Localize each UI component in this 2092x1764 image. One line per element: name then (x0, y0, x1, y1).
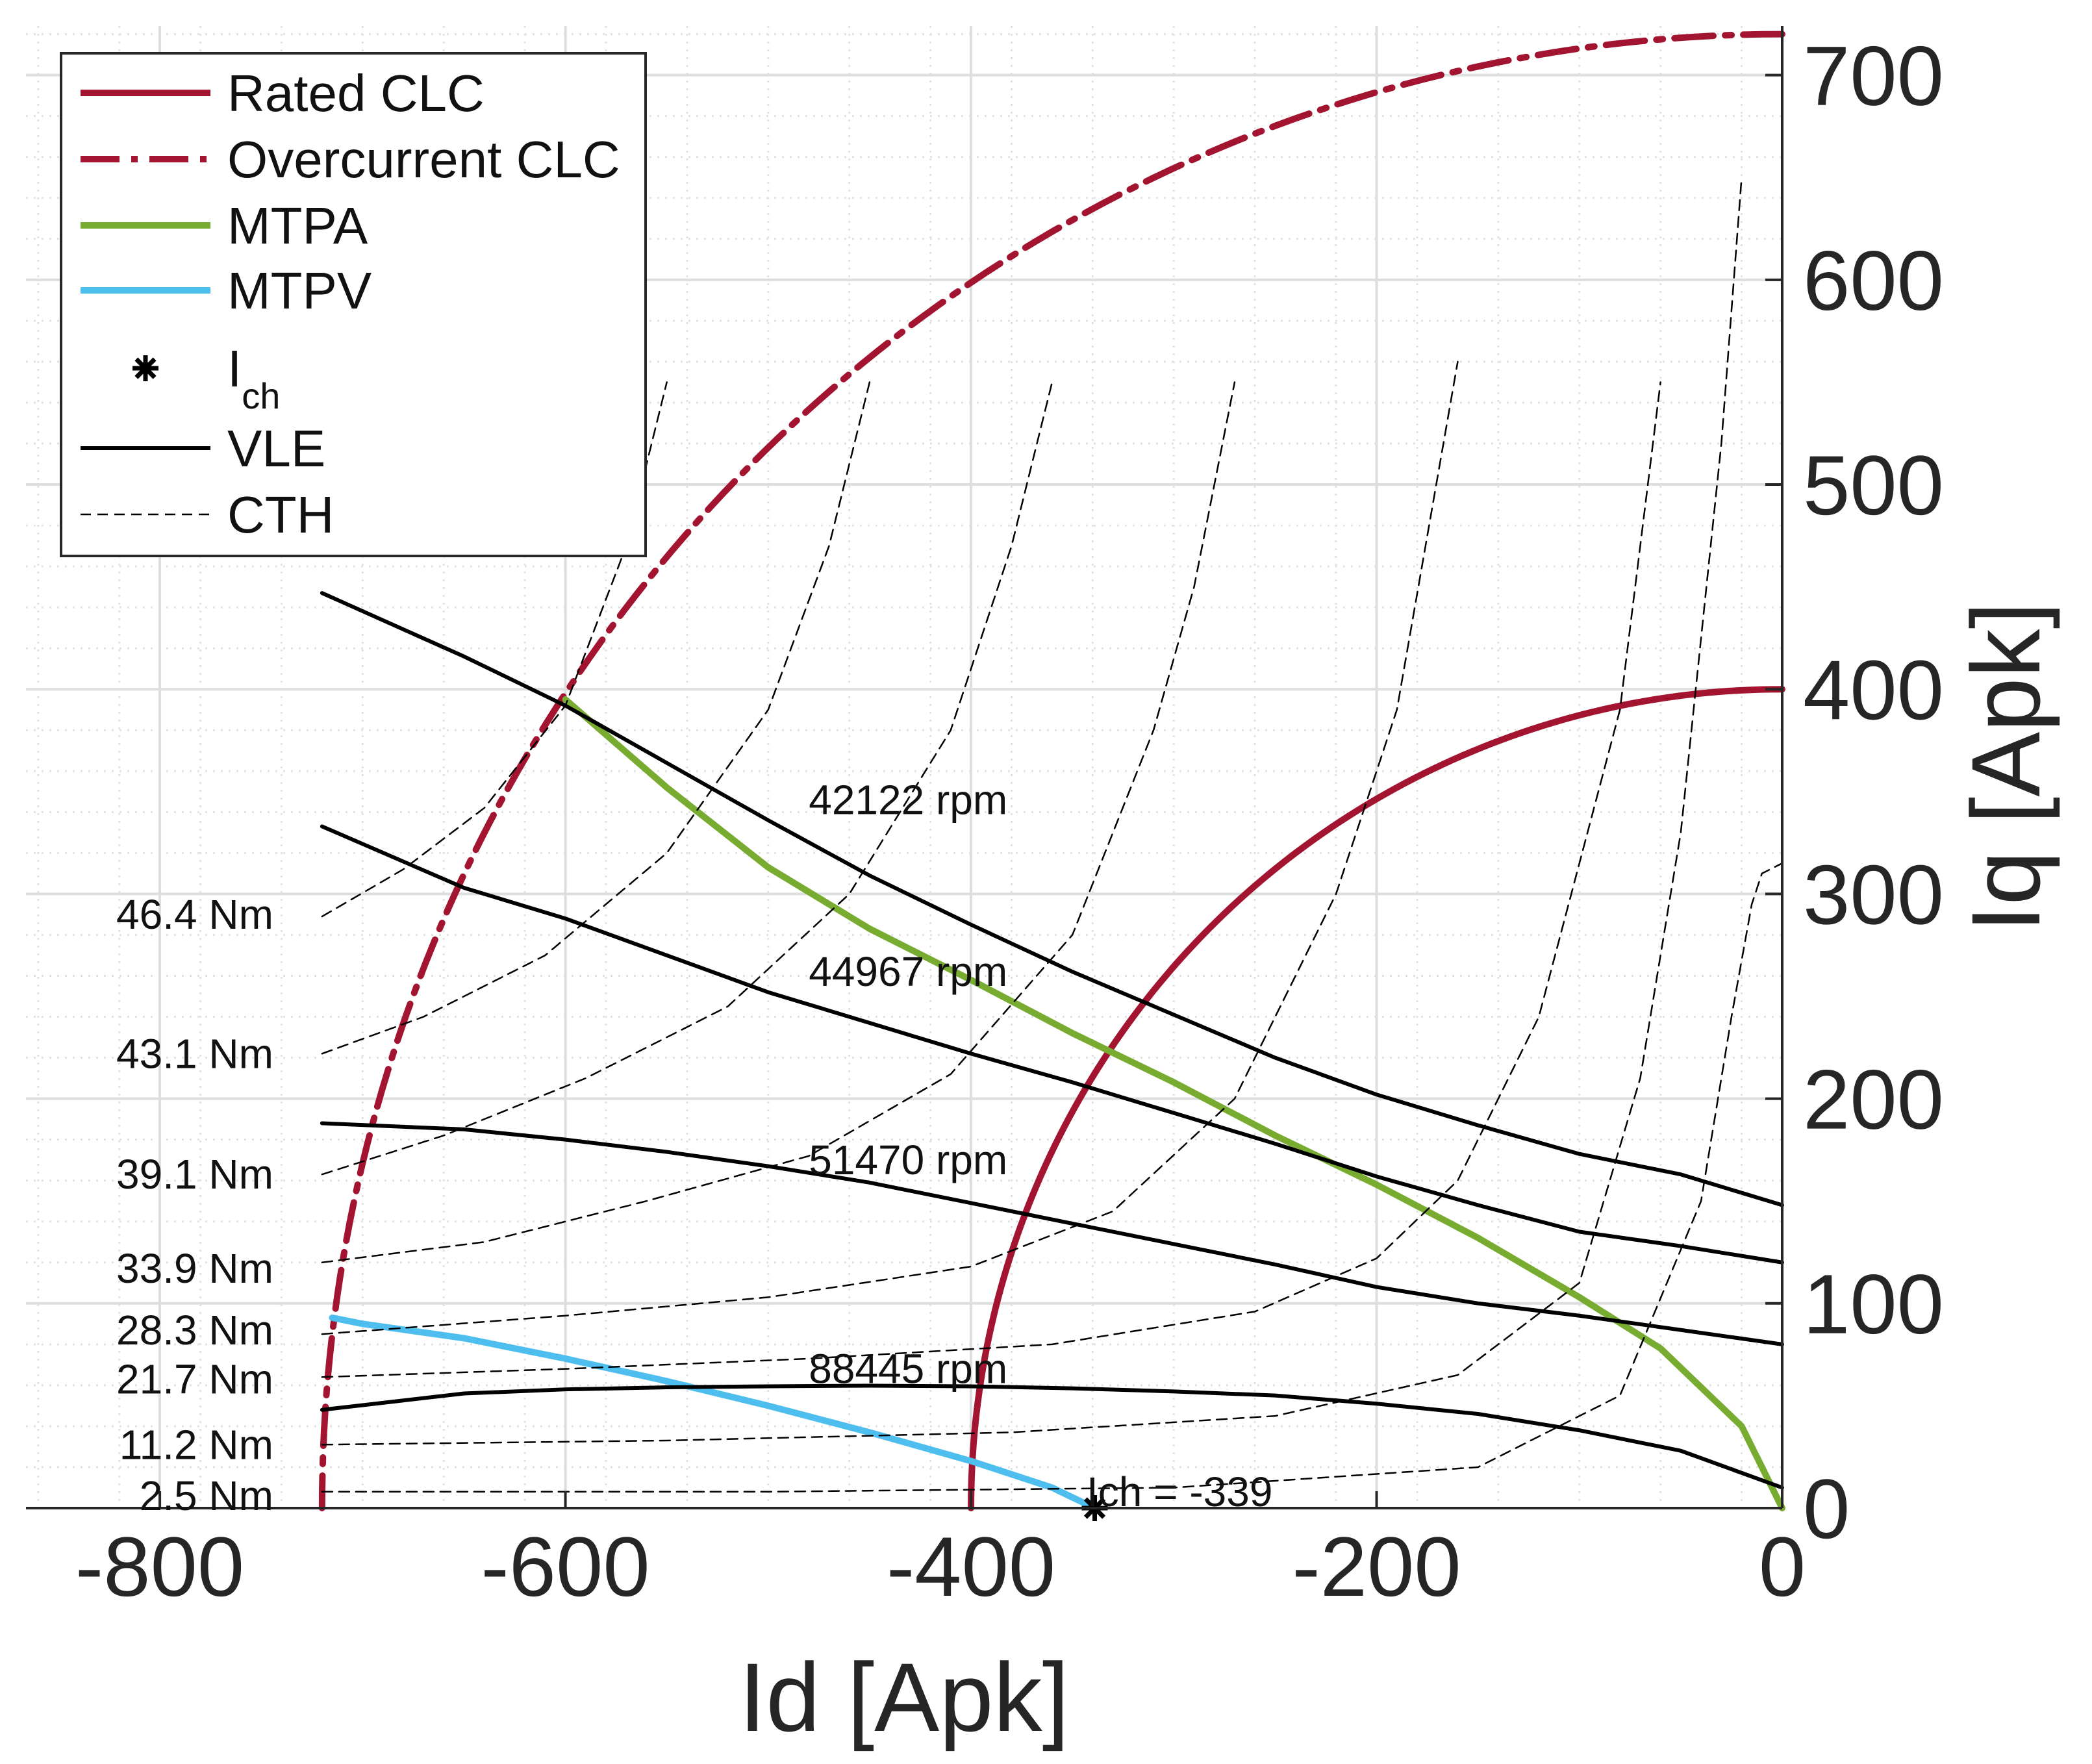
annotation-44967-rpm: 44967 rpm (809, 948, 1007, 995)
legend-label-rated-clc: Rated CLC (227, 64, 485, 122)
annotation-21-7-nm: 21.7 Nm (116, 1355, 273, 1402)
vle-44967-rpm-curve (320, 824, 1784, 1265)
y-tick-label: 300 (1803, 847, 1944, 942)
major-grid (26, 26, 1783, 1509)
vle-42122-rpm-curve (320, 591, 1784, 1207)
y-tick-label: 600 (1803, 233, 1944, 328)
annotation-43-1-nm: 43.1 Nm (116, 1030, 273, 1077)
annotation-2-5-nm: 2.5 Nm (140, 1472, 273, 1519)
x-tick-label: -200 (1292, 1519, 1461, 1614)
cth-43-1-nm-curve (321, 381, 871, 1055)
legend-marker-stroke (134, 357, 157, 379)
annotation-42122-rpm: 42122 rpm (809, 776, 1007, 823)
cth-11-2-nm-curve (321, 176, 1743, 1446)
rated-clc-curve (968, 686, 1785, 1511)
annotation-11-2-nm: 11.2 Nm (120, 1421, 273, 1468)
series-layer (318, 31, 1785, 1521)
legend-label-cth: CTH (227, 486, 334, 544)
cth-33-9-nm-curve (321, 381, 1236, 1264)
mtpv-curve (329, 1314, 1098, 1511)
y-tick-label: 400 (1803, 642, 1944, 737)
minor-grid (26, 26, 1782, 1508)
x-tick-label: -800 (75, 1519, 244, 1614)
cth-28-3-nm-curve (321, 360, 1459, 1335)
x-tick-label: -400 (887, 1519, 1055, 1614)
legend-label-vle: VLE (227, 420, 325, 477)
x-tick-label: -600 (481, 1519, 649, 1614)
annotation-51470-rpm: 51470 rpm (809, 1137, 1007, 1183)
annotation-88445-rpm: 88445 rpm (809, 1346, 1007, 1392)
y-axis-title: Iq [Apk] (1951, 602, 2060, 933)
annotation-39-1-nm: 39.1 Nm (116, 1151, 273, 1198)
legend-box (60, 52, 647, 557)
y-tick-label: 100 (1803, 1257, 1944, 1352)
annotation-33-9-nm: 33.9 Nm (116, 1245, 273, 1292)
cth-21-7-nm-curve (321, 381, 1661, 1378)
vle-88445-rpm-curve (320, 1383, 1784, 1490)
legend-label-mtpv: MTPV (227, 262, 372, 320)
legend-label-overcurrent-clc: Overcurrent CLC (227, 131, 620, 188)
legend-swatch-ich (132, 355, 158, 381)
cth-2-5-nm-curve (321, 862, 1783, 1493)
annotation-46-4-nm: 46.4 Nm (116, 891, 273, 938)
annotations: 46.4 Nm 43.1 Nm 39.1 Nm 33.9 Nm 28.3 Nm21.7 … (116, 776, 1272, 1519)
vle-51470-rpm-curve (320, 1121, 1784, 1346)
cth-39-1-nm-curve (321, 381, 1053, 1176)
y-tick-label: 700 (1803, 29, 1944, 123)
legend-label-mtpa: MTPA (227, 197, 368, 255)
annotation-28-3-nm: 28.3 Nm (116, 1307, 273, 1354)
legend-label-subscript: ch (242, 375, 280, 416)
x-axis-title: Id [Apk] (739, 1643, 1070, 1752)
y-tick-label: 0 (1803, 1461, 1850, 1556)
x-tick-label: 0 (1759, 1519, 1806, 1614)
axes: -800 -600 -400 -200 00 100 200 300 400 500 600 700 (26, 26, 1944, 1614)
y-tick-label: 500 (1803, 438, 1944, 533)
annotation-ich-339: Ich = -339 (1087, 1468, 1272, 1515)
y-tick-label: 200 (1803, 1052, 1944, 1147)
